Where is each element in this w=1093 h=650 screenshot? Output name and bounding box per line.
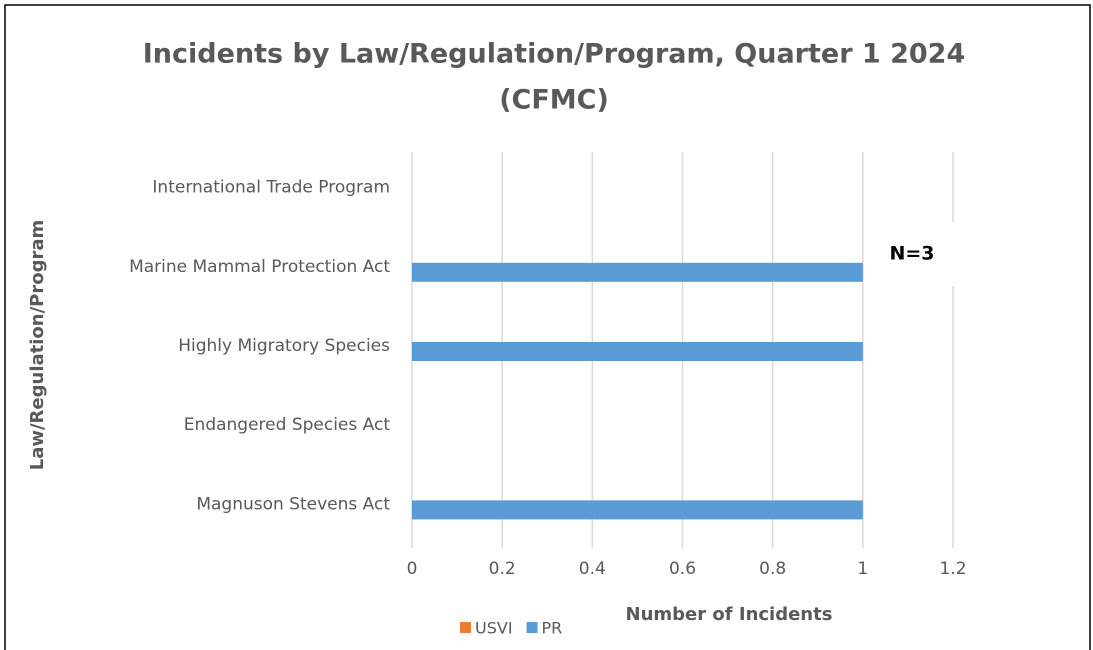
- x-tick-label: 1: [857, 559, 868, 579]
- annotation: N=3: [889, 243, 934, 265]
- y-tick-label: International Trade Program: [152, 178, 390, 198]
- bar: [412, 500, 863, 520]
- legend-label: PR: [542, 619, 563, 638]
- legend-swatch: [526, 622, 538, 633]
- bar: [412, 262, 863, 282]
- x-tick-label: 0.6: [669, 559, 696, 579]
- y-tick-label: Marine Mammal Protection Act: [129, 257, 390, 277]
- chart-subtitle: (CFMC): [499, 85, 609, 116]
- y-tick-label: Highly Migratory Species: [178, 336, 390, 356]
- y-tick-label: Magnuson Stevens Act: [196, 494, 390, 514]
- bar: [412, 342, 863, 361]
- x-tick-label: 0.4: [579, 559, 606, 579]
- chart-title: Incidents by Law/Regulation/Program, Qua…: [143, 39, 966, 70]
- legend-swatch: [460, 622, 471, 633]
- x-axis-title: Number of Incidents: [626, 604, 833, 625]
- y-axis-title: Law/Regulation/Program: [27, 220, 48, 471]
- x-tick-label: 0.2: [489, 559, 516, 579]
- x-tick-label: 1.2: [939, 559, 966, 579]
- x-tick-label: 0: [407, 559, 418, 579]
- x-tick-label: 0.8: [759, 559, 786, 579]
- legend-label: USVI: [475, 619, 513, 638]
- chart-frame: [4, 4, 1091, 650]
- annotation-background: [870, 222, 970, 286]
- y-tick-label: Endangered Species Act: [184, 415, 391, 435]
